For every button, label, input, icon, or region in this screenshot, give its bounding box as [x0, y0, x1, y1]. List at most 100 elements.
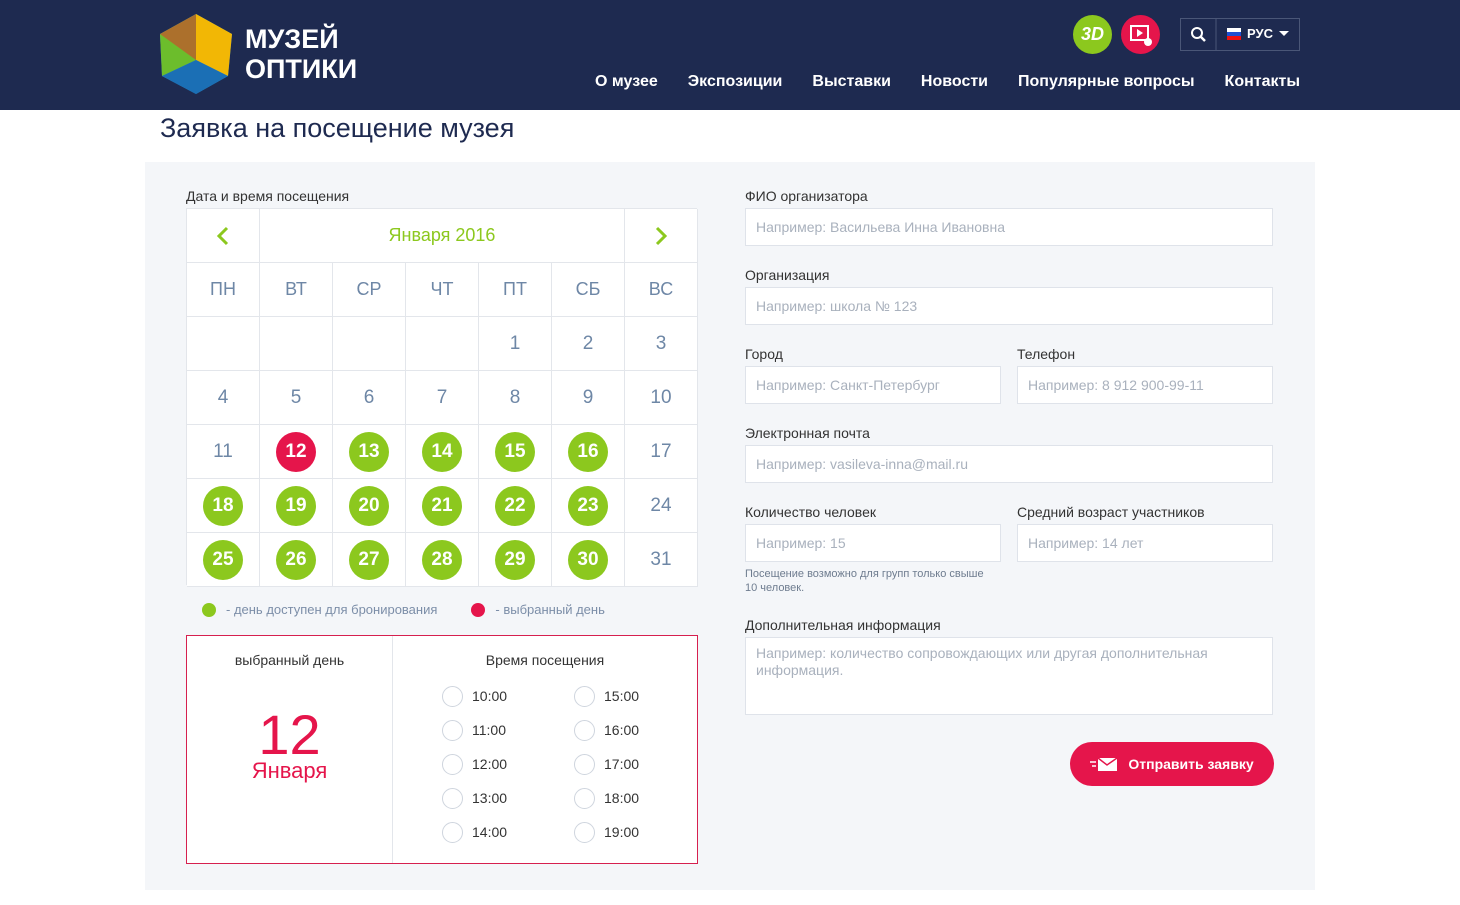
day-cell[interactable]: 23 [552, 479, 625, 533]
time-option[interactable]: 12:00 [472, 756, 508, 772]
day-number: 7 [436, 386, 448, 408]
time-option[interactable]: 11:00 [472, 722, 506, 738]
time-option[interactable]: 16:00 [604, 722, 640, 738]
time-option[interactable]: 13:00 [472, 790, 508, 806]
nav-item[interactable]: Экспозиции [687, 73, 783, 90]
nav-item[interactable]: Выставки [812, 73, 891, 90]
text-input[interactable]: Например: школа № 123 [745, 287, 1273, 325]
day-number: 8 [509, 386, 521, 408]
text-input[interactable]: Например: vasileva-inna@mail.ru [745, 445, 1273, 483]
day-number[interactable]: 22 [495, 485, 535, 526]
3d-button[interactable]: 3D [1073, 15, 1112, 54]
day-cell[interactable]: 29 [479, 533, 552, 587]
time-radio[interactable] [442, 686, 463, 707]
day-number: 17 [650, 440, 672, 462]
day-number[interactable]: 18 [203, 485, 243, 526]
day-cell[interactable]: 25 [187, 533, 260, 587]
day-number[interactable]: 29 [495, 539, 535, 580]
text-input[interactable]: Например: Васильева Инна Ивановна [745, 208, 1273, 246]
submit-text[interactable]: Отправить заявку [1128, 756, 1254, 772]
time-radio[interactable] [574, 788, 595, 809]
language[interactable]: РУС [1247, 26, 1273, 41]
text-input[interactable]: Например: Санкт-Петербург [745, 366, 1001, 404]
time-option[interactable]: 14:00 [472, 824, 508, 840]
day-number[interactable]: 16 [568, 431, 608, 472]
day-cell: 9 [552, 371, 625, 425]
text-input[interactable]: Например: 14 лет [1017, 524, 1273, 562]
field-label: Дополнительная информация [745, 617, 941, 633]
time-radio[interactable] [574, 754, 595, 775]
day-cell [260, 317, 333, 371]
time-option[interactable]: 10:00 [472, 688, 508, 704]
day-number: 1 [509, 332, 521, 354]
time-option[interactable]: 17:00 [604, 756, 640, 772]
day-cell[interactable]: 18 [187, 479, 260, 533]
nav-item[interactable]: О музее [595, 73, 658, 90]
time-radio[interactable] [442, 754, 463, 775]
day-number[interactable]: 30 [568, 539, 608, 580]
day-cell[interactable]: 13 [333, 425, 406, 479]
day-cell[interactable]: 16 [552, 425, 625, 479]
day-cell[interactable]: 15 [479, 425, 552, 479]
nav-item[interactable]: Контакты [1224, 73, 1300, 90]
day-number[interactable]: 14 [422, 431, 462, 472]
day-number: 11 [213, 440, 233, 462]
time-radio[interactable] [574, 822, 595, 843]
day-cell: 17 [625, 425, 698, 479]
logo-line: ОПТИКИ [245, 54, 358, 84]
text-input[interactable]: Например: 8 912 900-99-11 [1017, 366, 1273, 404]
legend: - день доступен для бронирования - выбран… [202, 602, 605, 617]
text-input[interactable]: Например: 15 [745, 524, 1001, 562]
weekday: ВТ [260, 263, 333, 317]
search-button[interactable] [1181, 19, 1217, 50]
day-number[interactable]: 23 [568, 485, 608, 526]
day-number: 4 [217, 386, 229, 408]
prev-month[interactable] [187, 209, 260, 263]
caret [1279, 31, 1289, 36]
day-cell[interactable]: 28 [406, 533, 479, 587]
time-option[interactable]: 18:00 [604, 790, 640, 806]
day-number[interactable]: 20 [349, 485, 389, 526]
field-label: Организация [745, 267, 830, 283]
day-cell[interactable]: 30 [552, 533, 625, 587]
day-number[interactable]: 27 [349, 539, 389, 580]
day-cell[interactable]: 27 [333, 533, 406, 587]
day-cell: 31 [625, 533, 698, 587]
nav: О музее Экспозиции Выставки Новости Популярн… [595, 73, 1300, 91]
day-number[interactable]: 26 [276, 539, 316, 580]
day-number[interactable]: 25 [203, 539, 243, 580]
day-number: 24 [650, 494, 672, 516]
day-number[interactable]: 21 [422, 485, 462, 526]
time-radio[interactable] [574, 720, 595, 741]
day-cell[interactable]: 14 [406, 425, 479, 479]
day-number[interactable]: 13 [349, 431, 389, 472]
day-cell[interactable]: 22 [479, 479, 552, 533]
group-note: Посещение возможно для групп только свыш… [745, 568, 984, 594]
time-radio[interactable] [442, 720, 463, 741]
nav-item[interactable]: Популярные вопросы [1018, 73, 1195, 90]
time-radio[interactable] [442, 822, 463, 843]
day-cell[interactable]: 21 [406, 479, 479, 533]
day-number: 2 [582, 332, 594, 354]
day-cell[interactable]: 12 [260, 425, 333, 479]
day-number[interactable]: 15 [495, 431, 535, 472]
logo-icon [160, 14, 232, 94]
day-number[interactable]: 28 [422, 539, 462, 580]
day-cell[interactable]: 19 [260, 479, 333, 533]
day-cell[interactable]: 26 [260, 533, 333, 587]
submit-button[interactable]: Отправить заявку [1070, 742, 1274, 786]
time-radio[interactable] [574, 686, 595, 707]
day-number[interactable]: 12 [276, 431, 316, 472]
day-number[interactable]: 19 [276, 485, 316, 526]
time-radio[interactable] [442, 788, 463, 809]
legend-dot [471, 602, 486, 617]
time-option[interactable]: 15:00 [604, 688, 640, 704]
video-button[interactable] [1121, 15, 1160, 54]
nav-item[interactable]: Новости [920, 73, 989, 90]
day-cell[interactable]: 20 [333, 479, 406, 533]
day-number: 31 [650, 548, 672, 570]
divider [392, 636, 393, 863]
time-option[interactable]: 19:00 [604, 824, 640, 840]
next-month[interactable] [625, 209, 698, 263]
textarea[interactable]: Например: количество сопровождающих или … [745, 637, 1273, 715]
